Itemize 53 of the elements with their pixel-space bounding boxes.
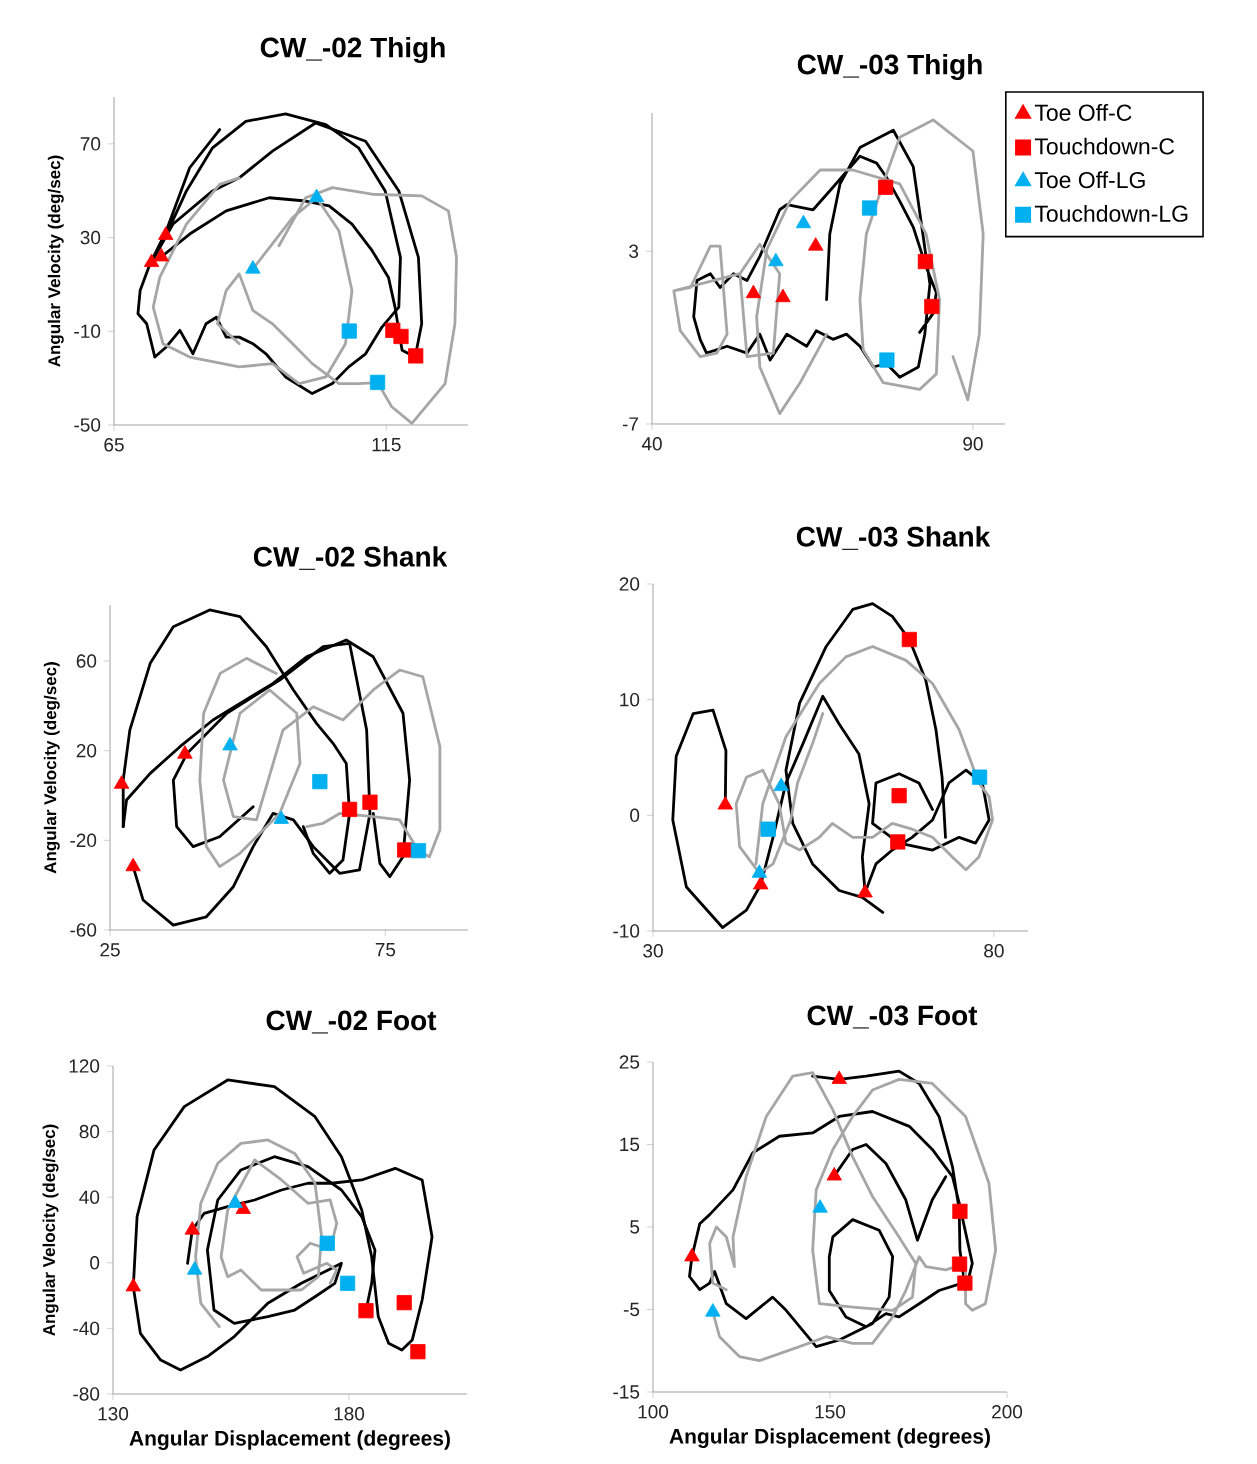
y-tick-label: 0 xyxy=(90,1256,100,1270)
x-tick-label: 75 xyxy=(375,943,396,957)
x-tick-label: 40 xyxy=(641,437,662,451)
chart-title: CW_-03 Foot xyxy=(807,1005,978,1029)
y-tick-label: -20 xyxy=(70,833,97,848)
y-tick-label: 80 xyxy=(79,1124,100,1139)
y-axis-title: Angular Velocity (deg/sec) xyxy=(47,155,64,367)
y-tick-label: -40 xyxy=(73,1321,100,1336)
x-tick-label: 100 xyxy=(638,1405,669,1419)
x-tick-label: 90 xyxy=(963,437,983,451)
x-axis-title: Angular Displacement (degrees) xyxy=(669,1428,990,1448)
legend-label: Toe Off-LG xyxy=(1034,171,1145,189)
x-tick-label: 65 xyxy=(104,438,124,452)
y-tick-label: -10 xyxy=(613,924,640,938)
legend-label: Toe Off-C xyxy=(1034,104,1132,121)
y-tick-label: 5 xyxy=(630,1220,640,1234)
y-tick-label: -60 xyxy=(70,923,97,937)
y-tick-label: 70 xyxy=(80,137,101,151)
y-tick-label: -15 xyxy=(613,1385,640,1399)
y-tick-label: 60 xyxy=(76,654,97,668)
x-axis-title: Angular Displacement (degrees) xyxy=(129,1430,450,1450)
y-axis-title: Angular Velocity (deg/sec) xyxy=(43,662,60,874)
y-tick-label: -80 xyxy=(73,1387,100,1401)
x-tick-label: 150 xyxy=(815,1405,846,1419)
x-tick-label: 80 xyxy=(984,944,1004,958)
y-tick-label: 30 xyxy=(80,230,101,245)
y-tick-label: 15 xyxy=(620,1137,640,1152)
y-tick-label: 3 xyxy=(629,244,639,258)
y-tick-label: 40 xyxy=(79,1190,100,1204)
legend-label: Touchdown-C xyxy=(1034,137,1175,155)
y-tick-label: 25 xyxy=(619,1055,640,1069)
y-tick-label: -10 xyxy=(74,324,101,339)
y-axis-title: Angular Velocity (deg/sec) xyxy=(42,1124,59,1336)
y-tick-label: -50 xyxy=(74,418,101,432)
x-tick-label: 180 xyxy=(334,1407,365,1421)
chart-title: CW_-03 Thigh xyxy=(797,53,982,81)
y-tick-label: 10 xyxy=(620,692,640,707)
x-tick-label: 115 xyxy=(372,438,401,452)
x-tick-label: 30 xyxy=(643,944,663,958)
x-tick-label: 25 xyxy=(100,943,120,957)
y-tick-label: 0 xyxy=(630,808,640,823)
y-tick-label: 20 xyxy=(76,743,97,758)
chart-title: CW_-03 Shank xyxy=(796,526,991,550)
chart-title: CW_-02 Thigh xyxy=(260,36,445,64)
chart-title: CW_-02 Shank xyxy=(253,546,448,570)
y-tick-label: 20 xyxy=(619,577,640,591)
x-tick-label: 130 xyxy=(98,1407,129,1421)
x-tick-label: 200 xyxy=(992,1405,1023,1419)
y-tick-label: 120 xyxy=(69,1059,100,1073)
legend-label: Touchdown-LG xyxy=(1034,204,1188,222)
chart-title: CW_-02 Foot xyxy=(266,1010,437,1034)
y-tick-label: -7 xyxy=(622,417,638,431)
y-tick-label: -5 xyxy=(623,1302,640,1317)
